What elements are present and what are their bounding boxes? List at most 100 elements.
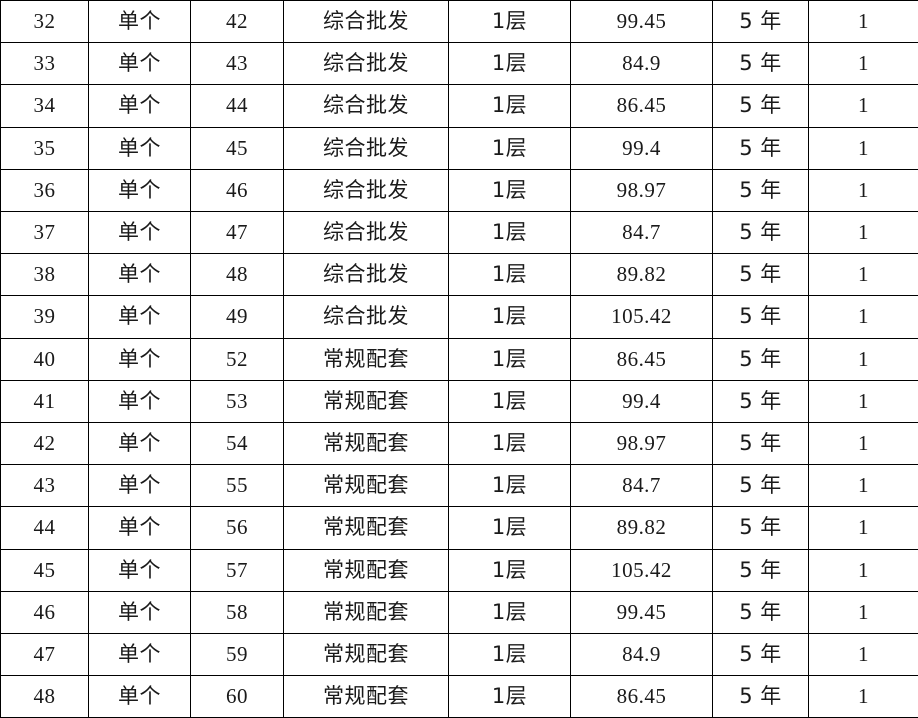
- cell-area: 84.9: [571, 43, 713, 85]
- cell-count: 1: [809, 127, 918, 169]
- cell-code: 46: [191, 169, 284, 211]
- cell-term: 5 年: [713, 212, 809, 254]
- cell-unit: 单个: [89, 169, 191, 211]
- cell-type: 常规配套: [284, 549, 449, 591]
- cell-unit: 单个: [89, 254, 191, 296]
- cell-seq: 47: [1, 634, 89, 676]
- cell-floor: 1层: [449, 1, 571, 43]
- cell-area: 99.4: [571, 380, 713, 422]
- cell-count: 1: [809, 465, 918, 507]
- cell-seq: 33: [1, 43, 89, 85]
- cell-count: 1: [809, 212, 918, 254]
- cell-unit: 单个: [89, 127, 191, 169]
- cell-type: 综合批发: [284, 127, 449, 169]
- cell-type: 综合批发: [284, 85, 449, 127]
- cell-type: 综合批发: [284, 169, 449, 211]
- cell-unit: 单个: [89, 85, 191, 127]
- cell-type: 常规配套: [284, 338, 449, 380]
- cell-area: 86.45: [571, 676, 713, 718]
- cell-count: 1: [809, 1, 918, 43]
- cell-count: 1: [809, 296, 918, 338]
- cell-term: 5 年: [713, 465, 809, 507]
- cell-term: 5 年: [713, 43, 809, 85]
- cell-code: 44: [191, 85, 284, 127]
- cell-seq: 35: [1, 127, 89, 169]
- cell-term: 5 年: [713, 634, 809, 676]
- cell-code: 52: [191, 338, 284, 380]
- cell-term: 5 年: [713, 254, 809, 296]
- cell-seq: 43: [1, 465, 89, 507]
- cell-area: 89.82: [571, 507, 713, 549]
- cell-unit: 单个: [89, 338, 191, 380]
- cell-floor: 1层: [449, 169, 571, 211]
- cell-term: 5 年: [713, 296, 809, 338]
- cell-area: 86.45: [571, 338, 713, 380]
- cell-seq: 39: [1, 296, 89, 338]
- cell-seq: 48: [1, 676, 89, 718]
- cell-type: 常规配套: [284, 465, 449, 507]
- cell-area: 99.45: [571, 1, 713, 43]
- cell-floor: 1层: [449, 549, 571, 591]
- cell-floor: 1层: [449, 127, 571, 169]
- cell-floor: 1层: [449, 43, 571, 85]
- cell-unit: 单个: [89, 212, 191, 254]
- cell-area: 98.97: [571, 169, 713, 211]
- cell-unit: 单个: [89, 423, 191, 465]
- cell-seq: 44: [1, 507, 89, 549]
- cell-area: 99.4: [571, 127, 713, 169]
- cell-count: 1: [809, 338, 918, 380]
- cell-floor: 1层: [449, 423, 571, 465]
- cell-area: 84.7: [571, 212, 713, 254]
- cell-code: 47: [191, 212, 284, 254]
- cell-seq: 46: [1, 591, 89, 633]
- cell-type: 常规配套: [284, 591, 449, 633]
- cell-floor: 1层: [449, 465, 571, 507]
- cell-count: 1: [809, 169, 918, 211]
- cell-code: 55: [191, 465, 284, 507]
- cell-type: 综合批发: [284, 254, 449, 296]
- cell-count: 1: [809, 507, 918, 549]
- cell-count: 1: [809, 423, 918, 465]
- cell-type: 常规配套: [284, 423, 449, 465]
- cell-term: 5 年: [713, 423, 809, 465]
- cell-unit: 单个: [89, 634, 191, 676]
- cell-count: 1: [809, 634, 918, 676]
- cell-seq: 45: [1, 549, 89, 591]
- cell-seq: 32: [1, 1, 89, 43]
- cell-seq: 38: [1, 254, 89, 296]
- cell-count: 1: [809, 676, 918, 718]
- cell-type: 综合批发: [284, 296, 449, 338]
- cell-count: 1: [809, 549, 918, 591]
- cell-seq: 42: [1, 423, 89, 465]
- cell-term: 5 年: [713, 507, 809, 549]
- cell-area: 105.42: [571, 296, 713, 338]
- cell-unit: 单个: [89, 676, 191, 718]
- cell-code: 53: [191, 380, 284, 422]
- cell-code: 60: [191, 676, 284, 718]
- cell-term: 5 年: [713, 85, 809, 127]
- cell-area: 99.45: [571, 591, 713, 633]
- cell-floor: 1层: [449, 507, 571, 549]
- cell-type: 常规配套: [284, 634, 449, 676]
- cell-code: 48: [191, 254, 284, 296]
- cell-seq: 34: [1, 85, 89, 127]
- cell-seq: 40: [1, 338, 89, 380]
- cell-code: 59: [191, 634, 284, 676]
- cell-term: 5 年: [713, 549, 809, 591]
- cell-area: 89.82: [571, 254, 713, 296]
